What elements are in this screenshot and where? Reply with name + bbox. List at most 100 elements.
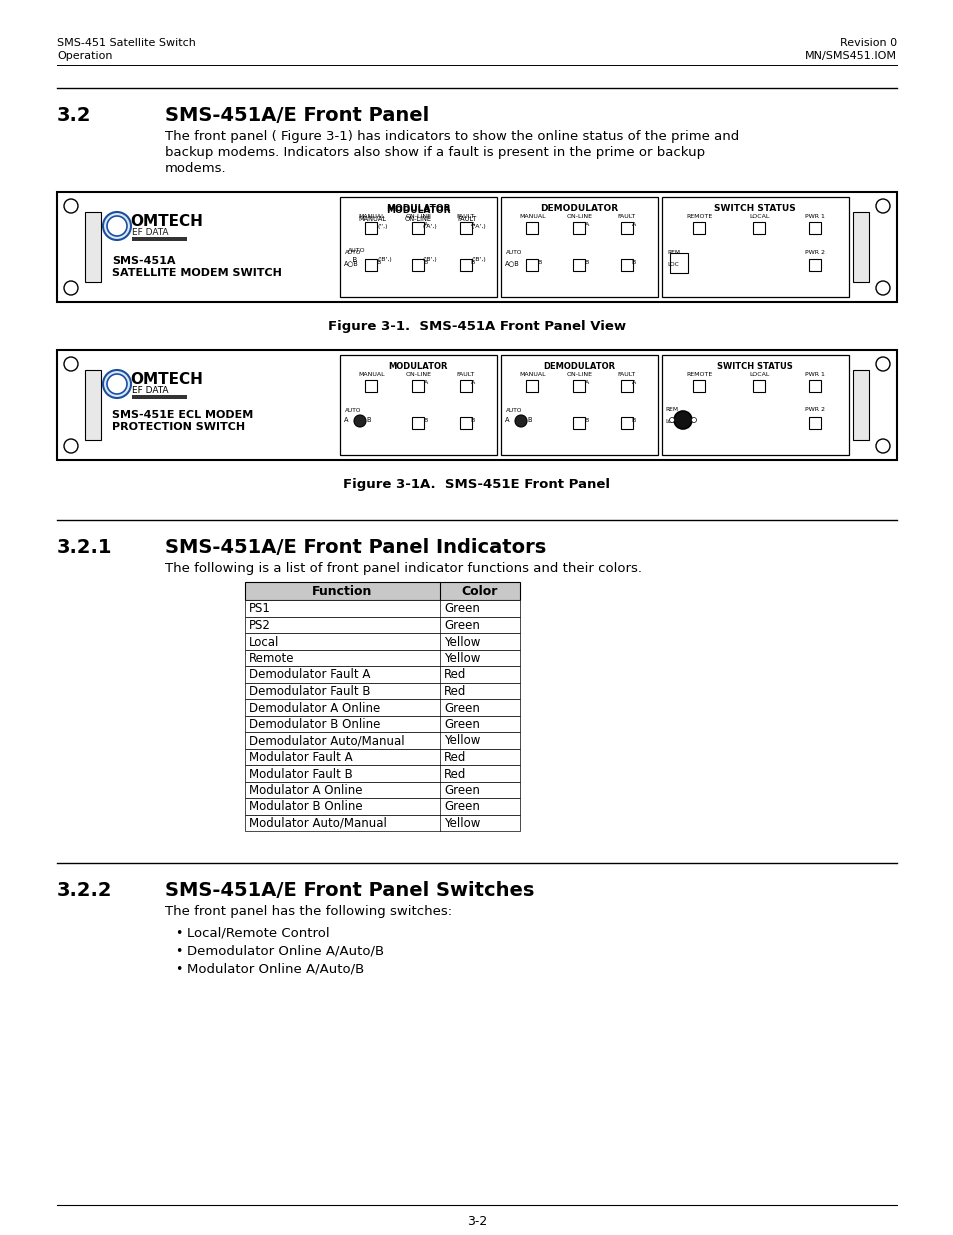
Bar [245, 715, 519, 732]
Bar [808, 222, 821, 233]
Text: B: B [348, 257, 356, 263]
Text: SMS-451A/E Front Panel Switches: SMS-451A/E Front Panel Switches [165, 881, 534, 900]
Text: Yellow: Yellow [443, 652, 480, 664]
Bar [365, 380, 377, 391]
Text: ('',): ('',) [377, 224, 388, 228]
Text: PS2: PS2 [249, 619, 271, 632]
Text: LOCAL: LOCAL [748, 214, 769, 219]
Text: •: • [174, 963, 182, 976]
Text: B: B [631, 261, 636, 266]
Text: ('A',): ('A',) [471, 224, 486, 228]
Bar [245, 683, 519, 699]
Text: AUTO: AUTO [505, 249, 522, 254]
Text: PS1: PS1 [249, 603, 271, 615]
Bar [245, 798, 519, 815]
Circle shape [691, 417, 696, 422]
Bar [693, 380, 704, 391]
Text: Demodulator B Online: Demodulator B Online [249, 718, 380, 731]
Bar [412, 225, 423, 237]
Text: •: • [174, 927, 182, 940]
Text: A: A [584, 222, 588, 227]
Text: ('A',): ('A',) [422, 224, 437, 228]
Circle shape [354, 415, 366, 427]
Text: MANUAL: MANUAL [358, 216, 386, 222]
Text: FAULT: FAULT [617, 372, 635, 377]
Bar [245, 634, 519, 650]
Text: REMOTE: REMOTE [685, 372, 712, 377]
Text: REM: REM [664, 408, 678, 412]
Bar [245, 600, 519, 616]
Text: PWR 1: PWR 1 [804, 214, 824, 219]
Bar [245, 782, 519, 798]
Text: SATELLITE MODEM SWITCH: SATELLITE MODEM SWITCH [112, 268, 281, 278]
Text: ('B',): ('B',) [422, 257, 437, 262]
Text: ON-LINE: ON-LINE [404, 216, 431, 222]
Text: Demodulator A Online: Demodulator A Online [249, 701, 380, 715]
Text: B: B [376, 261, 380, 266]
Circle shape [669, 417, 674, 422]
Text: REM: REM [666, 249, 679, 254]
Text: AUTO: AUTO [505, 408, 522, 412]
Circle shape [875, 357, 889, 370]
Bar [57, 191, 896, 303]
Bar [132, 395, 187, 399]
Text: A: A [470, 380, 475, 385]
Text: Green: Green [443, 701, 479, 715]
Text: SWITCH STATUS: SWITCH STATUS [717, 362, 792, 370]
Text: LOC: LOC [664, 419, 676, 424]
Text: ON-LINE: ON-LINE [566, 372, 592, 377]
Text: Green: Green [443, 800, 479, 814]
Bar [573, 417, 585, 429]
Text: PWR 2: PWR 2 [804, 249, 824, 254]
Bar [365, 222, 377, 233]
Text: Green: Green [443, 718, 479, 731]
Bar [245, 764, 519, 782]
Text: The front panel has the following switches:: The front panel has the following switch… [165, 905, 452, 918]
Text: B: B [470, 261, 475, 266]
Circle shape [107, 374, 127, 394]
Circle shape [64, 199, 78, 212]
Text: ON-LINE: ON-LINE [405, 372, 431, 377]
Bar [693, 222, 704, 233]
Text: ON-LINE: ON-LINE [566, 214, 592, 219]
Text: MANUAL: MANUAL [518, 372, 545, 377]
Circle shape [875, 438, 889, 453]
Text: OMTECH: OMTECH [130, 372, 203, 387]
Text: PWR 1: PWR 1 [804, 372, 824, 377]
Bar [245, 616, 519, 634]
Circle shape [515, 415, 526, 427]
Text: LOCAL: LOCAL [748, 372, 769, 377]
Bar [366, 225, 378, 237]
Circle shape [875, 282, 889, 295]
Text: ('B',): ('B',) [377, 257, 392, 262]
Text: Red: Red [443, 685, 466, 698]
Text: DEMODULATOR: DEMODULATOR [542, 362, 615, 370]
Text: Demodulator Auto/Manual: Demodulator Auto/Manual [249, 735, 404, 747]
Text: FAULT: FAULT [456, 372, 475, 377]
Text: AUTO: AUTO [345, 249, 361, 254]
Text: Operation: Operation [57, 51, 112, 61]
Bar [669, 253, 687, 273]
Text: Green: Green [443, 603, 479, 615]
Text: Yellow: Yellow [443, 818, 480, 830]
Text: A: A [344, 417, 348, 424]
Text: Demodulator Fault A: Demodulator Fault A [249, 668, 370, 682]
Text: B: B [537, 261, 541, 266]
Text: The following is a list of front panel indicator functions and their colors.: The following is a list of front panel i… [165, 562, 641, 576]
Bar [852, 212, 868, 282]
Bar [460, 225, 472, 237]
Bar [808, 380, 821, 391]
Text: Red: Red [443, 767, 466, 781]
Text: B: B [584, 261, 588, 266]
Text: B: B [366, 417, 370, 424]
Bar [245, 699, 519, 715]
Text: MANUAL: MANUAL [357, 214, 384, 219]
Bar [620, 259, 632, 270]
Bar [620, 417, 632, 429]
Text: •: • [174, 945, 182, 958]
Text: B: B [631, 417, 636, 424]
Text: SMS-451A: SMS-451A [112, 256, 175, 266]
Bar [57, 350, 896, 459]
Text: Demodulator Fault B: Demodulator Fault B [249, 685, 370, 698]
Text: A: A [470, 222, 475, 227]
